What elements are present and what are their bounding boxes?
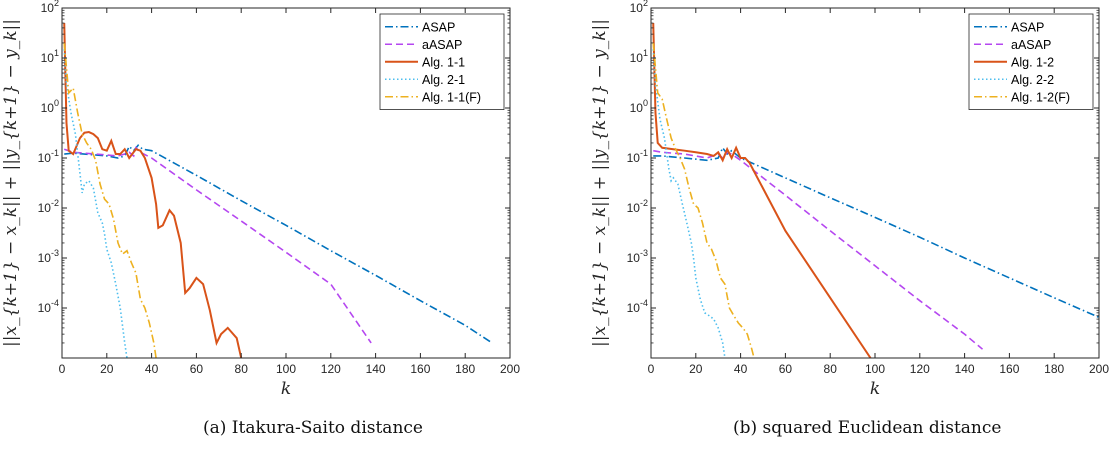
series-group bbox=[63, 23, 493, 358]
legend: ASAP aASAP Alg. 1-2 Alg. 2-2 Alg. 1-2(F) bbox=[968, 13, 1094, 110]
x-tick-label: 60 bbox=[190, 362, 204, 376]
series-line-3 bbox=[652, 49, 726, 358]
y-tick-label: 10-4 bbox=[627, 298, 648, 315]
y-tick-label: 10-3 bbox=[38, 248, 59, 265]
y-tick-label: 102 bbox=[41, 0, 59, 15]
chart-caption: (a) Itakura-Saito distance bbox=[203, 418, 423, 438]
legend-entry-3: Alg. 2-2 bbox=[1011, 73, 1054, 87]
series-line-4 bbox=[652, 42, 755, 358]
x-tick-label: 40 bbox=[734, 362, 748, 376]
x-tick-label: 120 bbox=[321, 362, 341, 376]
x-tick-label: 160 bbox=[999, 362, 1019, 376]
y-tick-label: 10-4 bbox=[38, 298, 59, 315]
x-axis-label: k bbox=[870, 379, 880, 399]
x-tick-label: 0 bbox=[648, 362, 655, 376]
x-axis-label: k bbox=[281, 379, 291, 399]
legend-entry-0: ASAP bbox=[1011, 20, 1044, 34]
legend-entry-2: Alg. 1-1 bbox=[422, 55, 465, 69]
y-tick-label: 101 bbox=[41, 48, 59, 65]
series-line-2 bbox=[63, 23, 243, 358]
x-tick-label: 80 bbox=[235, 362, 249, 376]
y-tick-label: 101 bbox=[630, 48, 648, 65]
series-group bbox=[652, 23, 1099, 358]
x-tick-label: 80 bbox=[824, 362, 838, 376]
x-tick-label: 0 bbox=[59, 362, 66, 376]
series-line-0 bbox=[64, 144, 493, 344]
x-tick-label: 180 bbox=[1044, 362, 1064, 376]
legend: ASAP aASAP Alg. 1-1 Alg. 2-1 Alg. 1-1(F) bbox=[379, 13, 505, 110]
x-tick-label: 40 bbox=[145, 362, 159, 376]
legend-entry-2: Alg. 1-2 bbox=[1011, 55, 1054, 69]
x-tick-label: 60 bbox=[779, 362, 793, 376]
legend-entry-1: aASAP bbox=[1011, 38, 1051, 52]
y-tick-label: 10-2 bbox=[627, 198, 648, 215]
y-tick-label: 100 bbox=[630, 98, 648, 115]
series-line-1 bbox=[653, 149, 984, 350]
x-tick-label: 200 bbox=[1089, 362, 1109, 376]
y-tick-label: 10-1 bbox=[38, 148, 59, 165]
x-tick-label: 20 bbox=[100, 362, 114, 376]
x-tick-label: 140 bbox=[955, 362, 975, 376]
x-tick-label: 200 bbox=[500, 362, 520, 376]
legend-entry-4: Alg. 1-2(F) bbox=[1011, 90, 1070, 104]
chart-itakura-saito: 0 20 40 60 80 100 120 140 160 180 200 10-4 10-3 10-2 1… bbox=[1, 0, 520, 399]
chart-squared-euclidean: 0 20 40 60 80 100 120 140 160 180 200 10-4 10-3 10-2 1… bbox=[590, 0, 1109, 399]
y-axis-label: ||x_{k+1} − x_k|| + ||y_{k+1} − y_k|| bbox=[1, 19, 21, 347]
chart-panel-itakura-saito: 0 20 40 60 80 100 120 140 160 180 200 10-4 10-3 10-2 1… bbox=[0, 0, 555, 451]
series-line-0 bbox=[653, 146, 1099, 319]
y-tick-label: 102 bbox=[630, 0, 648, 15]
x-tick-label: 140 bbox=[366, 362, 386, 376]
y-tick-label: 10-2 bbox=[38, 198, 59, 215]
x-tick-label: 160 bbox=[410, 362, 430, 376]
x-tick-label: 20 bbox=[689, 362, 703, 376]
legend-entry-1: aASAP bbox=[422, 38, 462, 52]
legend-entry-3: Alg. 2-1 bbox=[422, 73, 465, 87]
y-tick-label: 100 bbox=[41, 98, 59, 115]
series-line-1 bbox=[63, 146, 372, 344]
chart-caption: (b) squared Euclidean distance bbox=[733, 418, 1002, 438]
x-tick-label: 100 bbox=[865, 362, 885, 376]
x-tick-label: 100 bbox=[276, 362, 296, 376]
y-axis-label: ||x_{k+1} − x_k|| + ||y_{k+1} − y_k|| bbox=[590, 19, 610, 347]
legend-entry-0: ASAP bbox=[422, 20, 455, 34]
series-line-4 bbox=[63, 42, 157, 358]
legend-entry-4: Alg. 1-1(F) bbox=[422, 90, 481, 104]
chart-panel-squared-euclidean: 0 20 40 60 80 100 120 140 160 180 200 10-4 10-3 10-2 1… bbox=[589, 0, 1111, 451]
y-tick-label: 10-3 bbox=[627, 248, 648, 265]
x-tick-label: 180 bbox=[455, 362, 475, 376]
y-tick-label: 10-1 bbox=[627, 148, 648, 165]
series-line-2 bbox=[652, 23, 872, 358]
series-line-3 bbox=[63, 49, 128, 358]
x-tick-label: 120 bbox=[910, 362, 930, 376]
